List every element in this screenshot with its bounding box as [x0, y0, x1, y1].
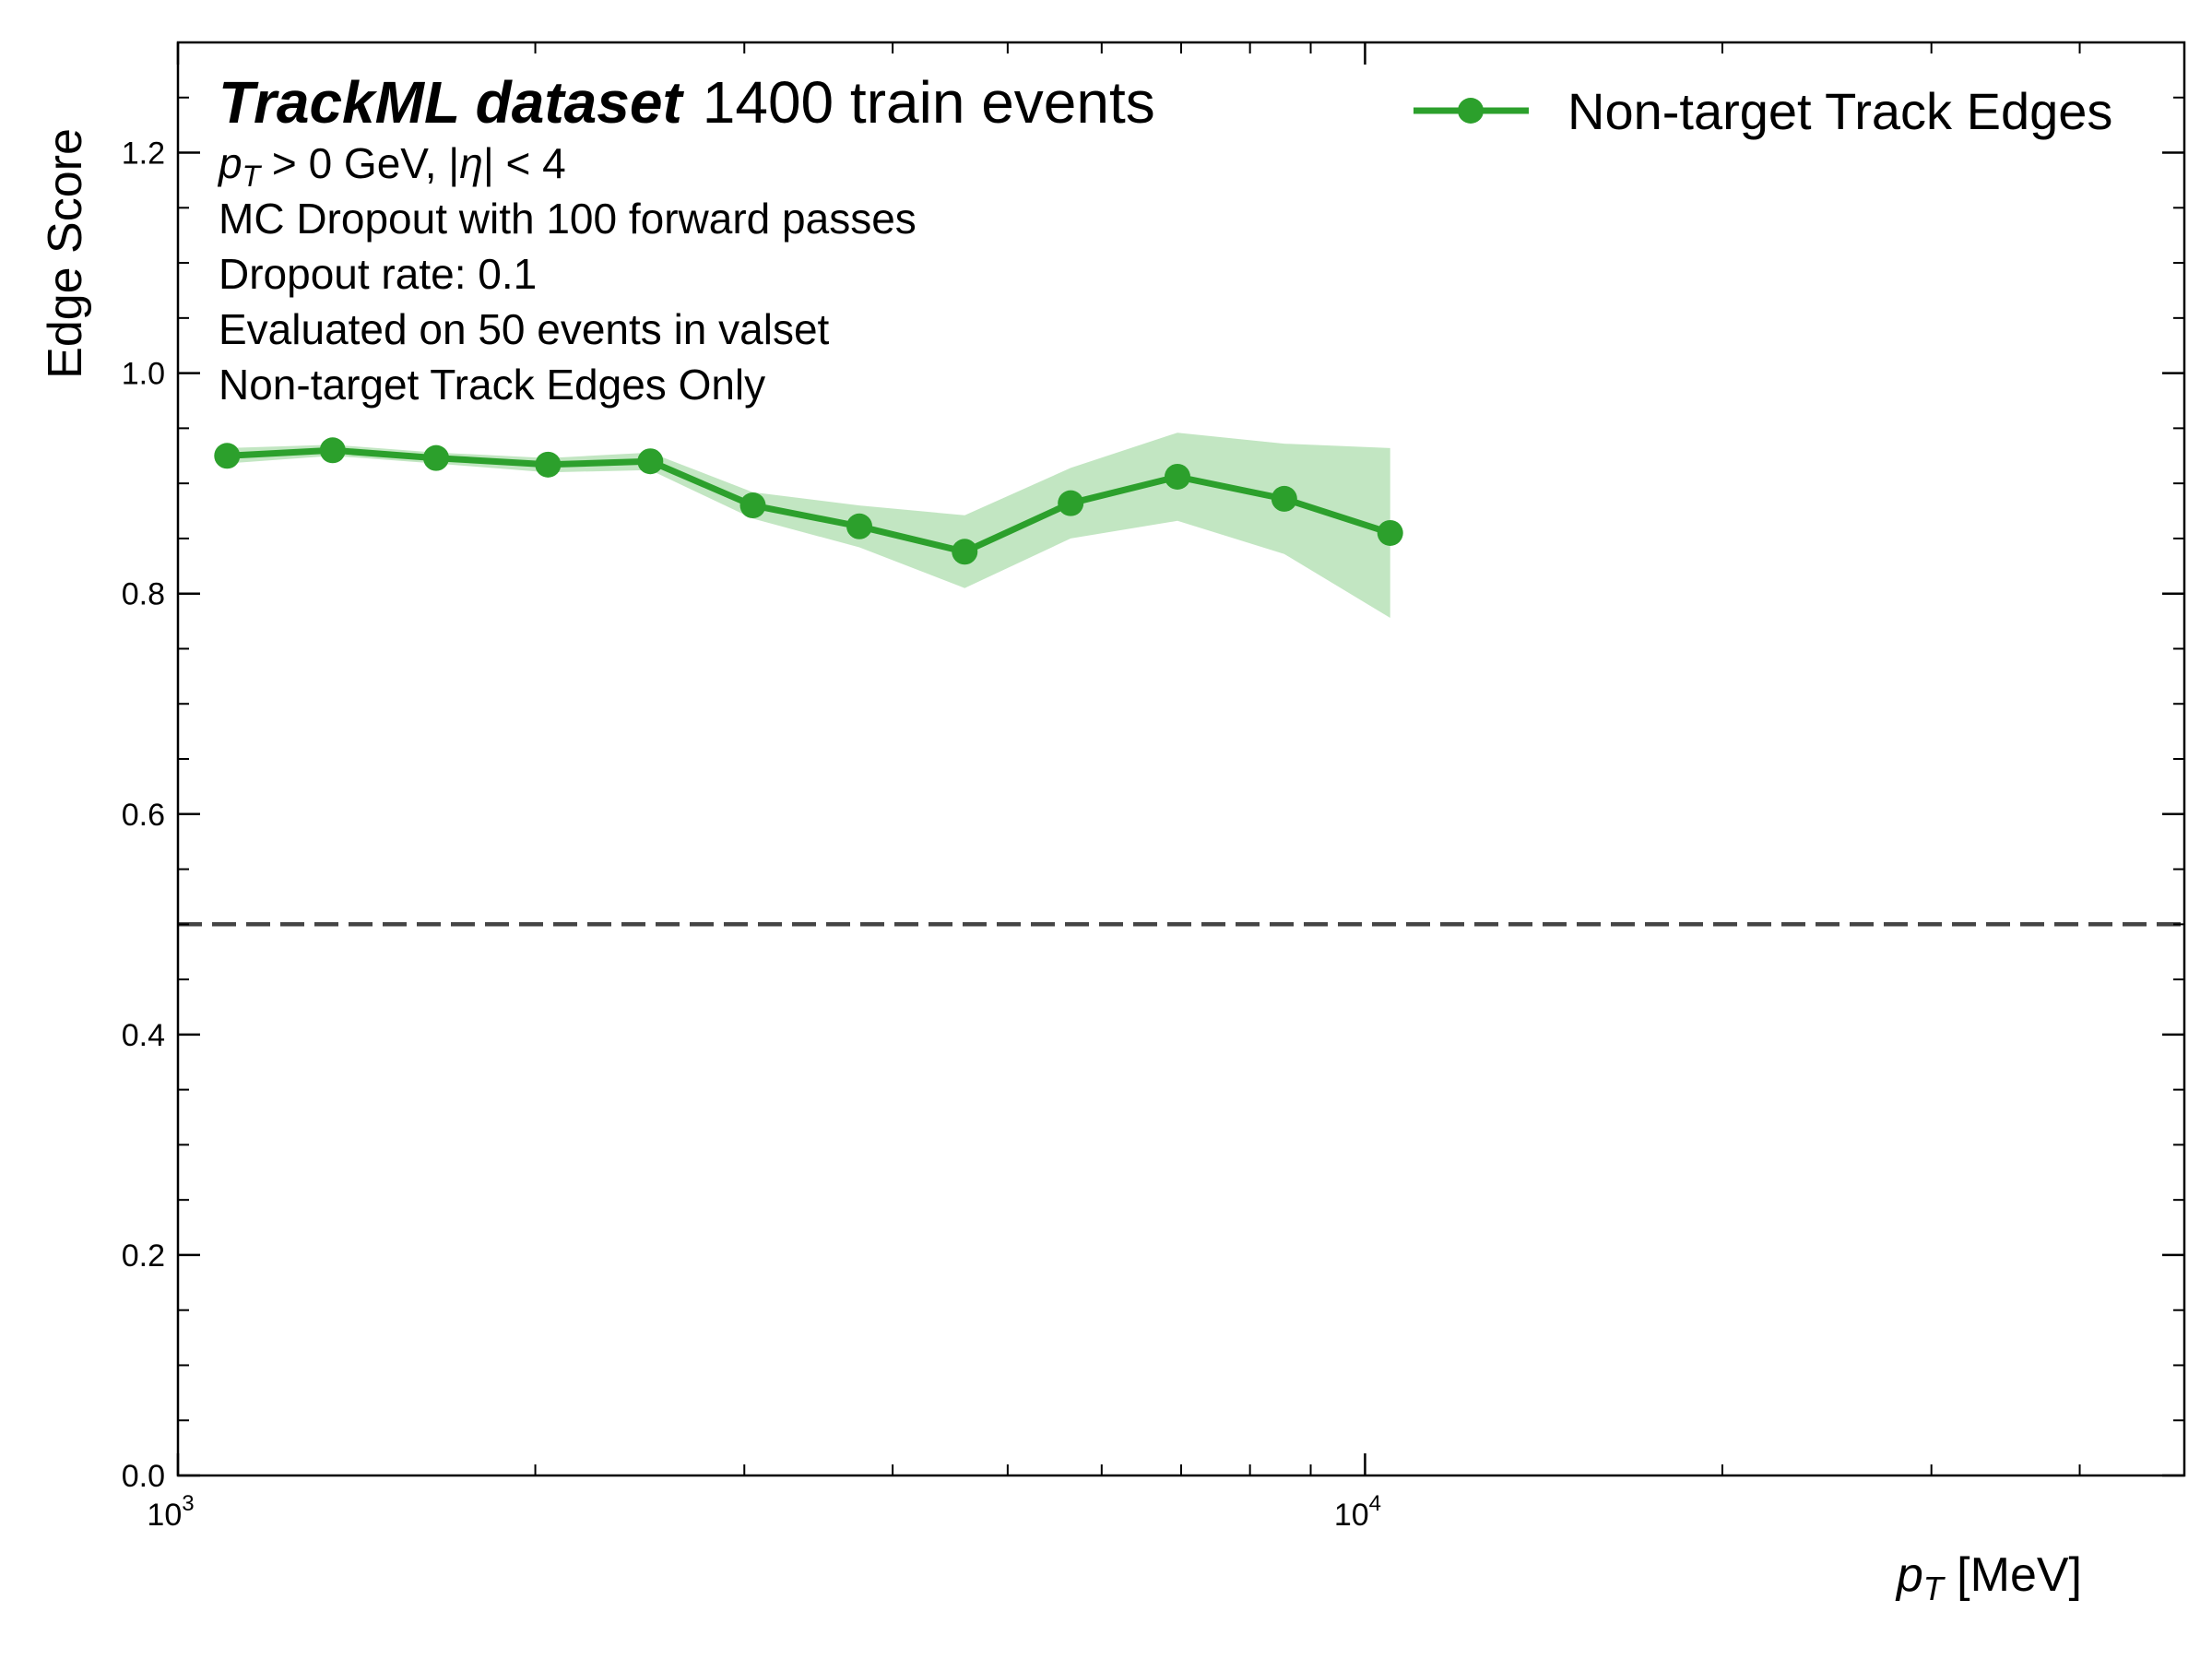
data-point: [846, 513, 873, 539]
series-line: [227, 446, 1391, 555]
cut-annotation: pT > 0 GeV, |η| < 4: [217, 139, 566, 193]
chart-title: TrackML dataset 1400 train events: [219, 69, 1155, 136]
annotation-line-3: Evaluated on 50 events in valset: [219, 305, 830, 353]
data-point: [637, 448, 664, 475]
y-tick-label: 0.8: [122, 577, 165, 612]
data-point: [1377, 519, 1403, 546]
annotation-line-4: Non-target Track Edges Only: [219, 361, 765, 409]
y-tick-label: 0.6: [122, 798, 165, 833]
legend-label: Non-target Track Edges: [1567, 82, 2112, 140]
data-point: [1271, 485, 1297, 512]
x-tick-label: 103: [147, 1491, 194, 1533]
data-point: [1058, 490, 1084, 516]
y-tick-label: 1.2: [122, 136, 165, 172]
series-lines: [227, 446, 1391, 555]
data-point: [952, 539, 978, 565]
annotation-line-2: Dropout rate: 0.1: [219, 250, 537, 298]
plot-frame: [176, 41, 2186, 1477]
y-tick-labels: 0.0 0.2 0.4 0.6 0.8 1.0 1.2: [122, 136, 165, 1494]
legend-marker: [1458, 98, 1484, 124]
data-point: [214, 443, 241, 469]
series-points: [214, 437, 1403, 565]
data-point: [1164, 463, 1190, 490]
y-tick-label: 0.0: [122, 1459, 165, 1494]
data-point: [535, 451, 562, 478]
y-tick-label: 0.2: [122, 1238, 165, 1274]
x-axis-title: pT [MeV]: [1895, 1548, 2082, 1607]
x-tick-labels: 103 104: [147, 1491, 1381, 1533]
data-point: [739, 492, 766, 519]
x-tick-label: 104: [1334, 1491, 1381, 1533]
y-axis-title: Edge Score: [39, 128, 92, 379]
y-tick-label: 0.4: [122, 1018, 165, 1053]
uncertainty-bands: [227, 433, 1390, 618]
uncertainty-band: [227, 433, 1390, 618]
annotation-line-1: MC Dropout with 100 forward passes: [219, 195, 917, 243]
data-point: [422, 444, 449, 471]
legend: Non-target Track Edges: [1414, 82, 2112, 140]
data-point: [319, 437, 346, 464]
y-tick-label: 1.0: [122, 357, 165, 392]
